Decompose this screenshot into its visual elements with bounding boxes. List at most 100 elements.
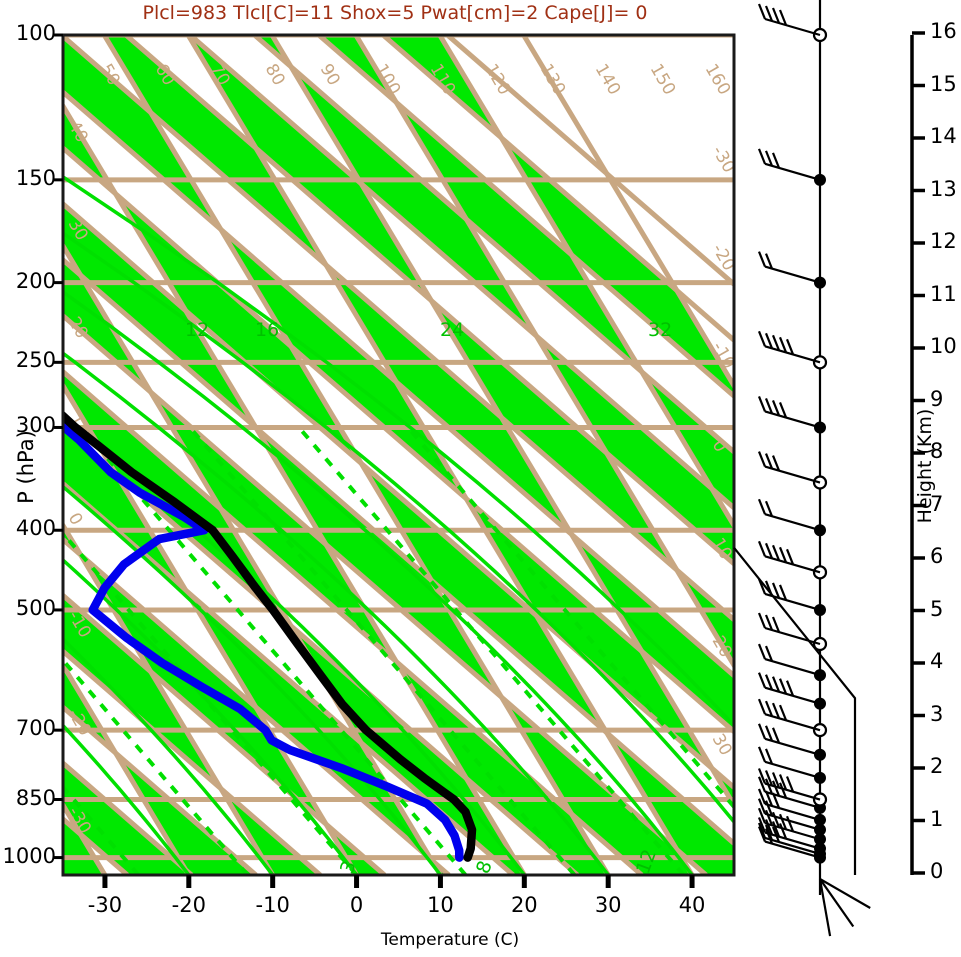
y-axis-title-left: P (hPa) [14,430,38,504]
wind-barb-feather [757,330,767,347]
height-tick-label: 15 [930,71,957,96]
wind-barb-feather [771,455,781,471]
wind-barb-feather [764,700,774,717]
wind-barb-feather [757,776,767,793]
wind-barb-feather [764,770,774,786]
y-axis-title-right: Height (Km) [914,408,936,524]
wind-barb-feather [757,578,767,595]
wind-barb-feather [757,817,767,833]
wind-barb-feather [757,768,767,784]
wind-barb-feather [778,546,788,563]
wind-panel-boundary [733,546,857,875]
wind-barb-feather [778,704,788,721]
wind-barb-feather [771,676,781,693]
wind-barb-feather [764,542,774,559]
wind-barb-feather [764,5,774,22]
wind-barb-feather [785,548,795,565]
wind-barb-feather [757,498,767,515]
wind-barb-feather [778,9,788,26]
wind-barb-feather [771,7,781,24]
wind-barb-feather [778,774,788,790]
height-tick-label: 3 [930,701,944,726]
wind-barb-feather [764,778,774,795]
wind-barb-feather [764,800,774,817]
wind-barb-feather [757,451,767,467]
wind-barb-feather [771,826,781,843]
wind-barb-feather [764,725,774,742]
wind-barb-feather [757,251,767,268]
wind-barb-shaft [764,513,821,532]
sounding-curve-temperature [63,410,477,862]
wind-barb-feather [771,582,781,599]
wind-barb-feather [764,824,774,841]
wind-barb-feather [771,772,781,788]
wind-barb-feather [757,540,767,557]
wind-barb-shaft [764,790,821,809]
height-tick-label: 5 [930,596,944,621]
height-tick-label: 1 [930,806,944,831]
wind-barb-feather [771,702,781,719]
wind-barb-feather [757,798,767,815]
temperature-tick-label: 0 [349,893,364,917]
height-tick-label: 7 [930,491,944,516]
mixing-ratio-label: 24 [440,319,464,341]
wind-barb-feather [757,822,767,839]
wind-barb-feather [764,809,774,826]
wind-barb-shaft [764,760,821,779]
wind-barb-feather [771,616,781,633]
wind-barb-feather [757,746,767,763]
wind-barb-shaft [764,410,821,429]
wind-barb-feather [778,813,788,830]
wind-barb-feather [764,674,774,691]
height-tick-label: 13 [930,176,957,201]
temperature-tick-label: 40 [678,893,706,917]
wind-barb-feather [764,580,774,597]
mixing-ratio-label: 32 [648,319,672,341]
pressure-tick-label: 700 [15,716,56,741]
pressure-tick-label: 100 [15,21,56,45]
pressure-tick-label: 150 [15,165,56,190]
wind-barb-feather [757,672,767,689]
height-tick-label: 6 [930,544,944,568]
wind-barb-feather [778,336,788,353]
wind-barb-feather [771,334,781,351]
wind-barb-shaft [764,737,821,756]
wind-barb-feather [757,698,767,715]
wind-barb-shaft [764,812,821,831]
wind-barb-shaft [764,162,821,181]
wind-barb-shaft [819,878,871,909]
wind-barb-feather [757,612,767,629]
wind-barb-feather [764,332,774,349]
wind-barb-shaft [764,592,821,612]
height-tick-label: 0 [930,859,944,883]
wind-barb-feather [771,821,781,837]
wind-barb-feather [771,727,781,744]
wind-barb-feather [757,826,767,842]
wind-barb-feather [771,544,781,561]
wind-barb-feather [778,678,788,695]
height-tick-label: 9 [930,386,944,411]
wind-barb-shaft [764,17,821,37]
height-tick-label: 11 [930,281,957,306]
mixing-ratio-label: 16 [255,319,279,341]
height-tick-label: 14 [930,124,957,148]
height-tick-label: 8 [930,439,944,463]
height-tick-label: 2 [930,754,944,778]
wind-barb-feather [764,828,774,844]
wind-barb-group [757,3,871,937]
wind-barb-shaft [819,878,855,928]
pressure-tick-label: 850 [15,785,56,810]
pressure-tick-label: 250 [15,348,56,373]
wind-barb-feather [771,780,781,797]
wind-barb-feather [764,645,774,662]
temperature-tick-label: -10 [255,893,290,917]
wind-barb-feather [785,680,795,697]
wind-barb-feather [757,643,767,660]
height-tick-label: 4 [930,649,944,673]
wind-barb-feather [785,815,795,832]
plot-border [61,33,736,877]
wind-barb-shaft [764,465,821,484]
mixing-ratio-label: 12 [185,319,209,341]
